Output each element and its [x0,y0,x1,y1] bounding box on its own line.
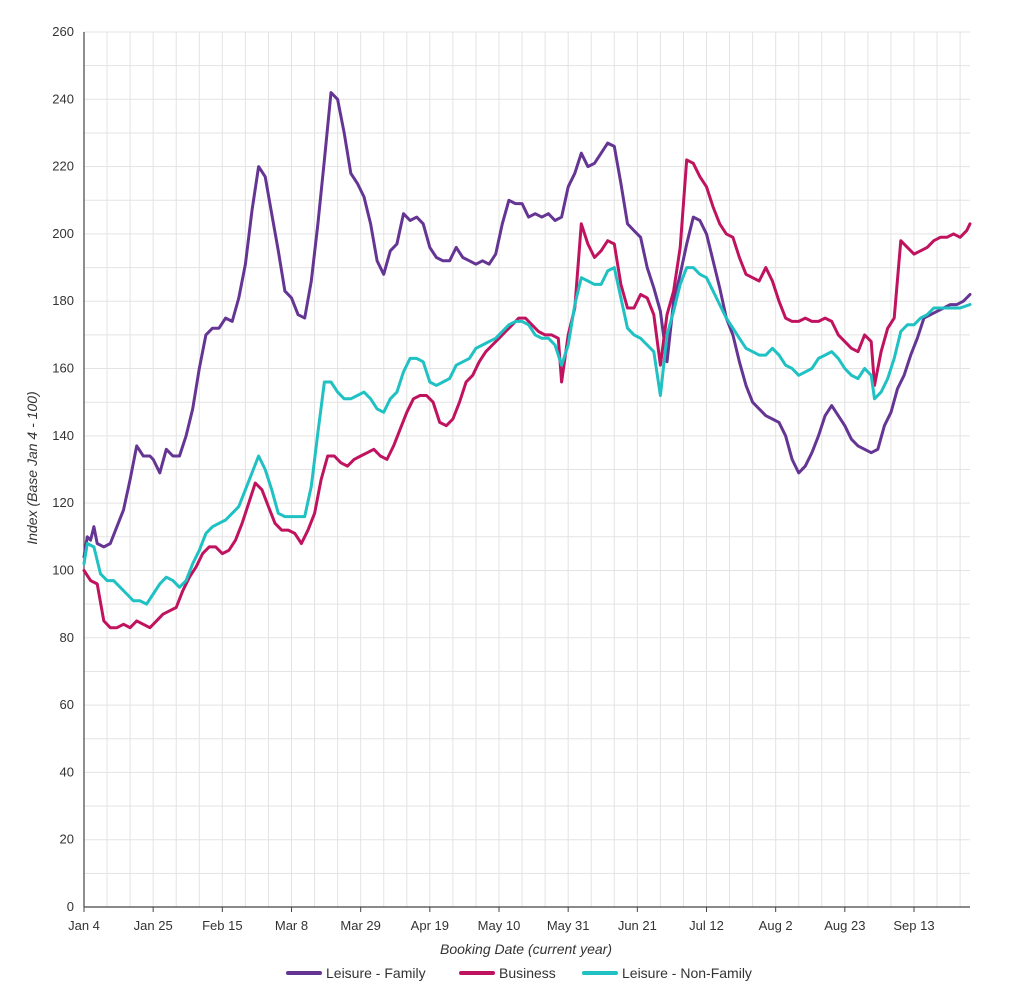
series-line-business [82,158,972,630]
x-tick-label: May 31 [547,918,590,933]
y-tick-label: 260 [52,24,74,39]
y-tick-label: 160 [52,361,74,376]
x-tick-label: Sep 13 [893,918,934,933]
y-tick-label: 0 [67,899,74,914]
legend-item: Business [459,965,556,981]
x-tick-label: Jan 25 [134,918,173,933]
legend-label: Leisure - Family [326,965,426,981]
y-tick-label: 40 [60,764,74,779]
y-tick-label: 180 [52,293,74,308]
x-axis-title: Booking Date (current year) [440,941,612,957]
legend: Leisure - Family Business Leisure - Non-Fa… [286,965,752,981]
y-tick-label: 200 [52,226,74,241]
legend-item: Leisure - Family [286,965,426,981]
grid [84,31,970,908]
x-tick-label: Aug 2 [759,918,793,933]
axes: 0 20 40 60 80 100 120 140 160 180 200 220 240 260 Jan … [52,24,970,933]
y-tick-label: 60 [60,697,74,712]
y-tick-label: 220 [52,159,74,174]
legend-item: Leisure - Non-Family [582,965,752,981]
y-tick-label: 120 [52,495,74,510]
x-tick-label: May 10 [478,918,521,933]
y-tick-label: 140 [52,428,74,443]
x-tick-label: Mar 29 [340,918,380,933]
y-tick-label: 20 [60,832,74,847]
x-tick-label: Jun 21 [618,918,657,933]
y-tick-label: 100 [52,562,74,577]
series-line-leisure-family [82,91,972,559]
y-axis-title: Index (Base Jan 4 - 100) [24,391,40,544]
x-tick-label: Apr 19 [411,918,449,933]
x-tick-label: Feb 15 [202,918,242,933]
x-tick-label: Jul 12 [689,918,724,933]
legend-label: Leisure - Non-Family [622,965,752,981]
series-lines [82,91,972,630]
series-line-leisure-non-family [82,266,972,606]
y-tick-label: 240 [52,91,74,106]
x-tick-label: Aug 23 [824,918,865,933]
x-tick-label: Jan 4 [68,918,100,933]
x-tick-label: Mar 8 [275,918,308,933]
legend-label: Business [499,965,556,981]
y-tick-label: 80 [60,630,74,645]
